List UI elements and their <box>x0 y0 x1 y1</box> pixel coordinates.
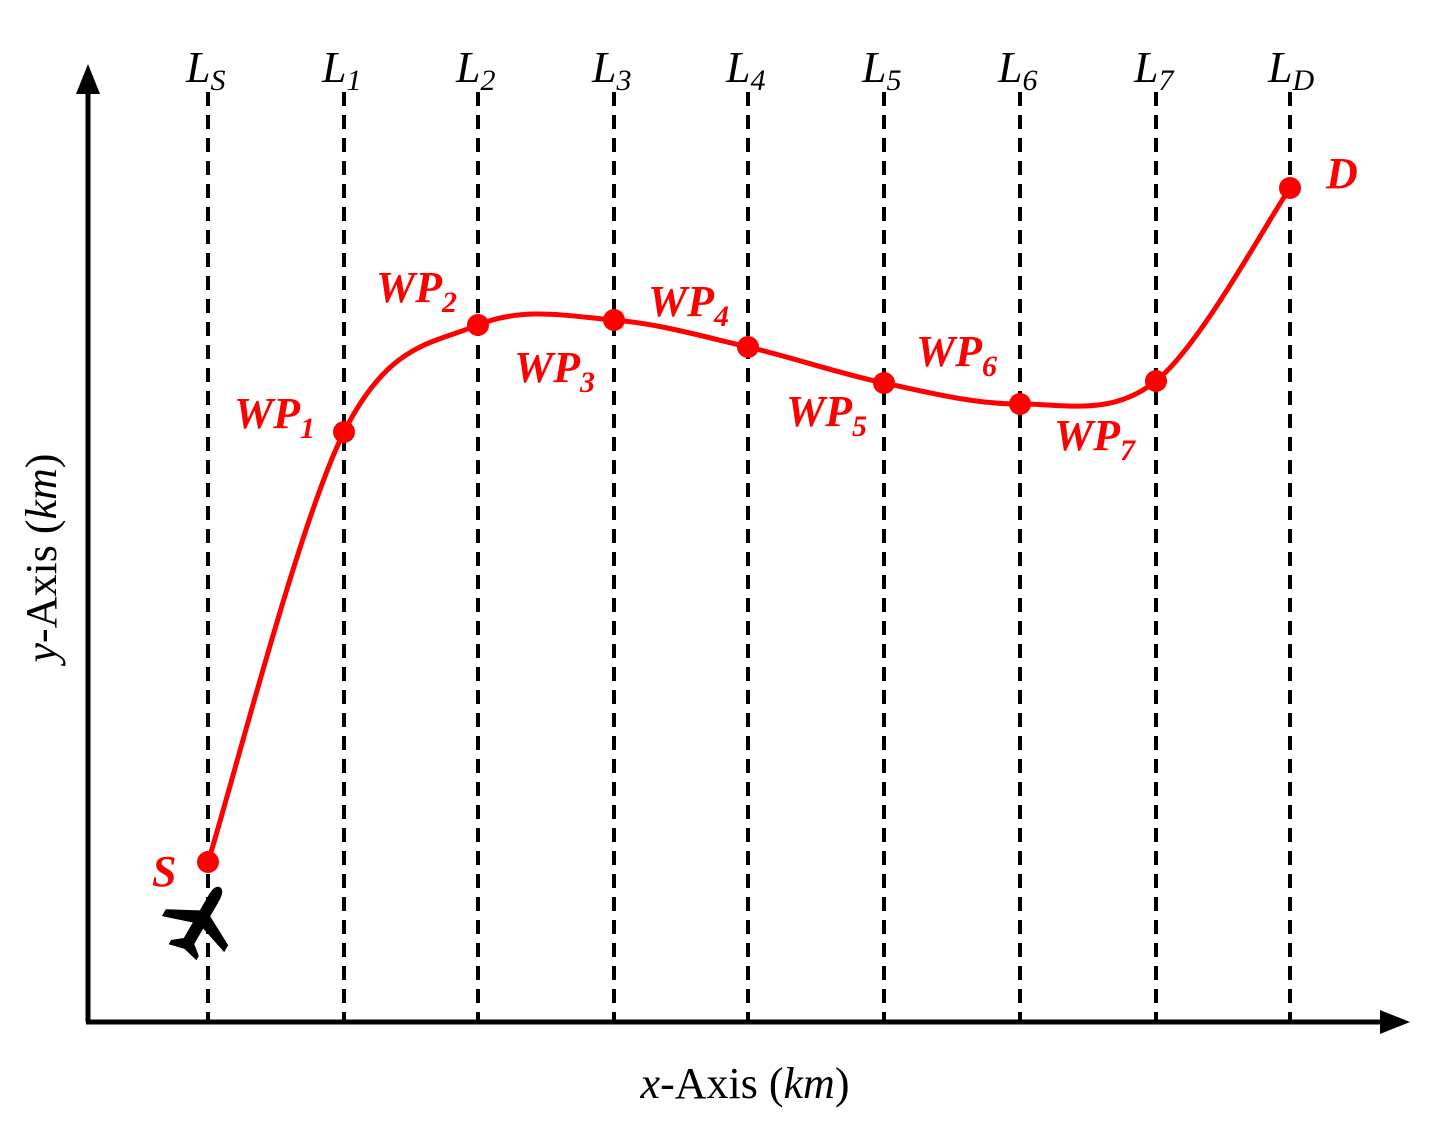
guide-label-s: LS <box>185 43 225 97</box>
x-axis-title: x-Axis (km) <box>640 1059 850 1108</box>
waypoint-labels: S WP1 WP2 WP3 WP4 WP5 WP6 WP7 D <box>152 149 1358 896</box>
marker-wp4 <box>737 336 759 358</box>
x-axis-arrowhead <box>1380 1010 1410 1034</box>
label-wp1: WP1 <box>234 389 315 445</box>
guide-lines <box>206 92 1292 1020</box>
guide-label-4: L4 <box>725 43 765 97</box>
waypoint-markers <box>197 177 1301 873</box>
label-wp2: WP2 <box>376 263 457 319</box>
marker-d <box>1279 177 1301 199</box>
marker-wp5 <box>873 372 895 394</box>
label-wp3: WP3 <box>514 343 595 399</box>
label-wp7: WP7 <box>1054 411 1136 467</box>
guide-label-2: L2 <box>455 43 495 97</box>
label-wp6: WP6 <box>916 327 997 383</box>
marker-wp2 <box>467 314 489 336</box>
marker-s <box>197 851 219 873</box>
guide-label-d: LD <box>1267 43 1314 97</box>
label-wp5: WP5 <box>786 387 867 443</box>
guide-label-6: L6 <box>997 43 1037 97</box>
label-d: D <box>1325 149 1358 198</box>
marker-wp3 <box>603 309 625 331</box>
guide-label-3: L3 <box>591 43 631 97</box>
guide-label-7: L7 <box>1133 43 1175 97</box>
y-axis-title: y-Axis (km) <box>17 454 66 667</box>
marker-wp1 <box>333 421 355 443</box>
guide-label-5: L5 <box>861 43 901 97</box>
label-wp4: WP4 <box>648 277 729 333</box>
airplane-icon <box>161 886 229 961</box>
marker-wp6 <box>1009 393 1031 415</box>
y-axis-arrowhead <box>76 64 100 94</box>
axes <box>76 64 1410 1034</box>
label-s: S <box>152 847 176 896</box>
guide-labels: LS L1 L2 L3 L4 L5 L6 L7 LD <box>185 43 1314 97</box>
trajectory-path <box>205 185 1293 865</box>
marker-wp7 <box>1145 370 1167 392</box>
guide-label-1: L1 <box>321 43 361 97</box>
